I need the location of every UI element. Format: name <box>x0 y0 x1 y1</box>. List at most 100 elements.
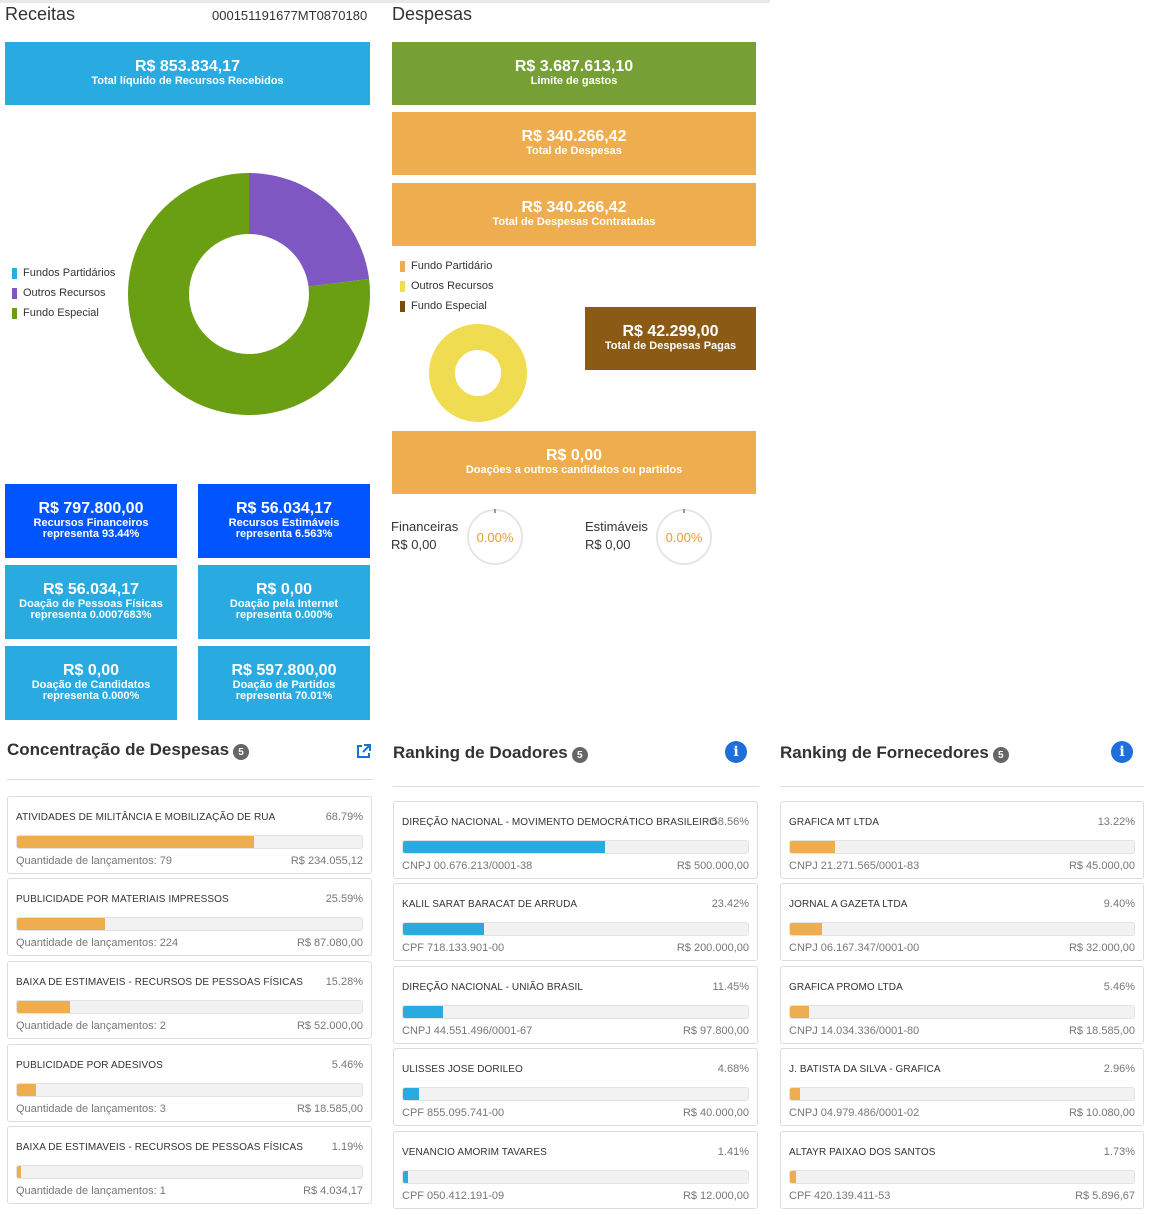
doadores-row[interactable]: DIREÇÃO NACIONAL - MOVIMENTO DEMOCRÁTICO… <box>393 801 758 879</box>
despesas-contratadas-value: R$ 340.266,42 <box>521 199 627 217</box>
legend-item-fundo-especial[interactable]: Fundo Especial <box>12 303 115 323</box>
progress-fill <box>17 1166 22 1178</box>
card-label: Recursos Estimáveis <box>228 516 340 529</box>
row-amount: R$ 5.896,67 <box>1075 1190 1135 1202</box>
card-label: Doação pela Internet <box>229 597 339 610</box>
row-detail: Quantidade de lançamentos: 3 <box>16 1103 166 1115</box>
fornecedores-divider <box>780 786 1144 787</box>
progress-track <box>789 922 1135 936</box>
legend-item-fundo-especial[interactable]: Fundo Especial <box>400 296 494 316</box>
row-percent: 5.46% <box>1103 981 1135 993</box>
fornecedores-info-icon[interactable]: i <box>1111 741 1133 763</box>
row-amount: R$ 10.080,00 <box>1068 1107 1135 1119</box>
row-name: GRAFICA MT LTDA <box>789 817 880 828</box>
progress-fill <box>790 923 823 935</box>
receitas-donut-chart[interactable] <box>127 172 371 416</box>
doadores-info-icon[interactable]: i <box>725 741 747 763</box>
fornecedores-row[interactable]: GRAFICA MT LTDA 13.22% CNPJ 21.271.565/000… <box>780 801 1144 879</box>
doacoes-outros-card[interactable]: R$ 0,00 Doações a outros candidatos ou p… <box>392 431 756 494</box>
doadores-row[interactable]: KALIL SARAT BARACAT DE ARRUDA 23.42% CPF 7… <box>393 883 758 961</box>
concentracao-row[interactable]: ATIVIDADES DE MILITÂNCIA E MOBILIZAÇÃO D… <box>7 796 372 874</box>
despesas-contratadas-card[interactable]: R$ 340.266,42 Total de Despesas Contrata… <box>392 183 756 246</box>
row-percent: 68.79% <box>325 811 363 823</box>
limite-gastos-card[interactable]: R$ 3.687.613,10 Limite de gastos <box>392 42 756 105</box>
receitas-breakdown-card[interactable]: R$ 797.800,00 Recursos Financeiros represe… <box>5 484 177 558</box>
fornecedores-row[interactable]: ALTAYR PAIXAO DOS SANTOS 1.73% CPF 420.139… <box>780 1131 1144 1209</box>
card-value: R$ 597.800,00 <box>231 662 337 680</box>
card-share: representa 93.44% <box>42 528 140 541</box>
legend-swatch <box>12 307 17 319</box>
row-percent: 1.19% <box>331 1141 363 1153</box>
concentracao-title-text: Concentração de Despesas <box>7 740 230 759</box>
row-detail: CPF 050.412.191-09 <box>402 1190 505 1202</box>
despesas-pagas-value: R$ 42.299,00 <box>622 323 719 341</box>
receitas-breakdown-card[interactable]: R$ 0,00 Doação de Candidatos representa 0.… <box>5 646 177 720</box>
doadores-row[interactable]: DIREÇÃO NACIONAL - UNIÃO BRASIL 11.45% CNP… <box>393 966 758 1044</box>
doadores-row[interactable]: ULISSES JOSE DORILEO 4.68% CPF 855.095.741… <box>393 1048 758 1126</box>
fornecedores-row[interactable]: J. BATISTA DA SILVA - GRAFICA 2.96% CNPJ 0… <box>780 1048 1144 1126</box>
legend-item-fundos-partidarios[interactable]: Fundos Partidários <box>12 263 115 283</box>
progress-fill <box>790 841 836 853</box>
progress-fill <box>403 841 606 853</box>
external-link-icon[interactable] <box>355 743 372 760</box>
progress-track <box>402 1087 749 1101</box>
progress-track <box>16 1083 363 1097</box>
legend-item-outros-recursos[interactable]: Outros Recursos <box>400 276 494 296</box>
row-detail: Quantidade de lançamentos: 79 <box>16 855 172 867</box>
fornecedores-count-badge: 5 <box>992 747 1009 763</box>
progress-fill <box>790 1088 801 1100</box>
receitas-breakdown-card[interactable]: R$ 56.034,17 Doação de Pessoas Físicas rep… <box>5 565 177 639</box>
total-despesas-value: R$ 340.266,42 <box>521 128 627 146</box>
gauge-estimaveis: 0.00% <box>656 509 712 565</box>
gauge-pct: 0.00% <box>476 529 514 545</box>
row-amount: R$ 87.080,00 <box>296 937 363 949</box>
row-percent: 9.40% <box>1103 898 1135 910</box>
row-name: BAIXA DE ESTIMAVEIS - RECURSOS DE PESSOA… <box>16 1142 304 1153</box>
concentracao-row[interactable]: PUBLICIDADE POR MATERIAIS IMPRESSOS 25.59… <box>7 878 372 956</box>
legend-swatch <box>12 267 17 279</box>
top-divider <box>0 0 770 3</box>
receitas-total-card[interactable]: R$ 853.834,17 Total líquido de Recursos … <box>5 42 370 105</box>
row-name: DIREÇÃO NACIONAL - UNIÃO BRASIL <box>402 982 584 993</box>
receitas-breakdown-card[interactable]: R$ 597.800,00 Doação de Partidos represent… <box>198 646 370 720</box>
fornecedores-row[interactable]: JORNAL A GAZETA LTDA 9.40% CNPJ 06.167.347… <box>780 883 1144 961</box>
legend-swatch <box>400 260 405 272</box>
doacoes-outros-value: R$ 0,00 <box>545 447 603 465</box>
concentracao-row[interactable]: PUBLICIDADE POR ADESIVOS 5.46% Quantidade … <box>7 1044 372 1122</box>
card-share: representa 70.01% <box>235 690 333 703</box>
row-amount: R$ 4.034,17 <box>303 1185 363 1197</box>
doadores-divider <box>393 786 759 787</box>
row-detail: CPF 718.133.901-00 <box>402 942 505 954</box>
despesas-donut-chart[interactable] <box>426 321 530 425</box>
progress-fill <box>17 918 106 930</box>
progress-track <box>402 840 749 854</box>
row-name: J. BATISTA DA SILVA - GRAFICA <box>789 1064 941 1075</box>
despesas-title: Despesas <box>392 4 473 24</box>
row-amount: R$ 97.800,00 <box>682 1025 749 1037</box>
progress-track <box>789 840 1135 854</box>
legend-item-outros-recursos[interactable]: Outros Recursos <box>12 283 115 303</box>
row-name: JORNAL A GAZETA LTDA <box>789 899 908 910</box>
row-name: ATIVIDADES DE MILITÂNCIA E MOBILIZAÇÃO D… <box>16 812 276 823</box>
card-label: Doação de Pessoas Físicas <box>19 597 163 610</box>
progress-fill <box>17 836 255 848</box>
card-value: R$ 56.034,17 <box>42 581 140 599</box>
row-amount: R$ 12.000,00 <box>682 1190 749 1202</box>
fornecedores-row[interactable]: GRAFICA PROMO LTDA 5.46% CNPJ 14.034.336/0… <box>780 966 1144 1044</box>
despesas-pagas-card[interactable]: R$ 42.299,00 Total de Despesas Pagas <box>585 307 756 370</box>
row-amount: R$ 500.000,00 <box>676 860 749 872</box>
concentracao-row[interactable]: BAIXA DE ESTIMAVEIS - RECURSOS DE PESSOA… <box>7 961 372 1039</box>
row-name: PUBLICIDADE POR MATERIAIS IMPRESSOS <box>16 894 229 905</box>
row-percent: 25.59% <box>325 893 363 905</box>
gauge-title: Financeiras <box>391 519 459 534</box>
receitas-breakdown-card[interactable]: R$ 56.034,17 Recursos Estimáveis represent… <box>198 484 370 558</box>
concentracao-row[interactable]: BAIXA DE ESTIMAVEIS - RECURSOS DE PESSOA… <box>7 1126 372 1204</box>
total-despesas-card[interactable]: R$ 340.266,42 Total de Despesas <box>392 112 756 175</box>
gauge-tick <box>494 509 496 513</box>
legend-item-fundo-partidario[interactable]: Fundo Partidário <box>400 256 494 276</box>
doadores-row[interactable]: VENANCIO AMORIM TAVARES 1.41% CPF 050.412.… <box>393 1131 758 1209</box>
receitas-breakdown-card[interactable]: R$ 0,00 Doação pela Internet representa 0.… <box>198 565 370 639</box>
gauge-tick <box>683 509 685 513</box>
receitas-total-value: R$ 853.834,17 <box>135 58 240 76</box>
row-detail: CNPJ 21.271.565/0001-83 <box>789 860 920 872</box>
